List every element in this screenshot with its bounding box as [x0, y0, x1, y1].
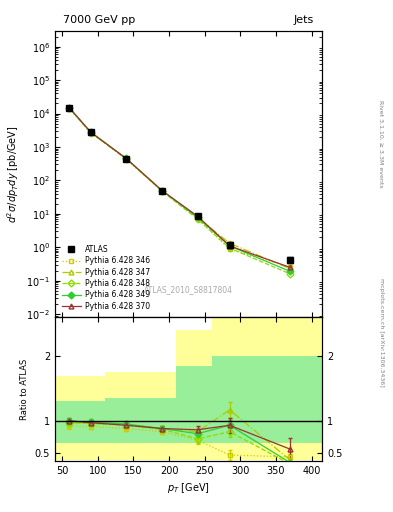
Text: Jets: Jets [294, 15, 314, 25]
Y-axis label: $d^2\sigma/dp_Tdy$ [pb/GeV]: $d^2\sigma/dp_Tdy$ [pb/GeV] [5, 125, 21, 223]
Legend: ATLAS, Pythia 6.428 346, Pythia 6.428 347, Pythia 6.428 348, Pythia 6.428 349, P: ATLAS, Pythia 6.428 346, Pythia 6.428 34… [59, 242, 153, 314]
Text: ATLAS_2010_S8817804: ATLAS_2010_S8817804 [144, 286, 233, 294]
Text: mcplots.cern.ch [arXiv:1306.3436]: mcplots.cern.ch [arXiv:1306.3436] [379, 279, 384, 387]
Text: Rivet 3.1.10, ≥ 3.3M events: Rivet 3.1.10, ≥ 3.3M events [379, 99, 384, 187]
X-axis label: $p_T$ [GeV]: $p_T$ [GeV] [167, 481, 210, 495]
Y-axis label: Ratio to ATLAS: Ratio to ATLAS [20, 358, 29, 420]
Text: 7000 GeV pp: 7000 GeV pp [63, 15, 135, 25]
